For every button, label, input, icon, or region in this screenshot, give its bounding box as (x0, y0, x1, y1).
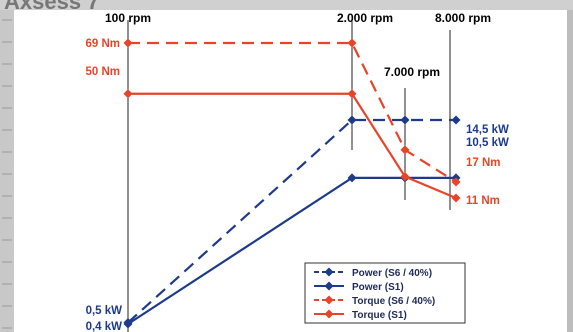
plot-canvas (14, 10, 567, 332)
torque-s1-end-label: 11 Nm (466, 195, 500, 207)
data-point-marker (451, 115, 461, 125)
series-layer (123, 38, 461, 329)
data-point-marker (123, 38, 133, 48)
series-line-power-s1 (127, 176, 456, 325)
rpm-label-8000: 8.000 rpm (435, 11, 491, 25)
power-s6-end-label: 14,5 kW (466, 124, 509, 136)
power-s1-start-label: 0,4 kW (86, 321, 123, 332)
title-strip (0, 0, 573, 10)
legend-swatch-marker (324, 295, 334, 305)
series-line-power-s6 (127, 118, 456, 324)
data-point-marker (451, 177, 461, 187)
data-point-marker (123, 89, 133, 99)
legend: Power (S6 / 40%) Power (S1) Torque (S6 /… (304, 262, 466, 324)
rpm-label-100: 100 rpm (105, 11, 151, 25)
power-s6-start-label: 0,5 kW (86, 305, 123, 317)
data-point-marker (400, 172, 410, 182)
power-s1-end-label: 10,5 kW (466, 137, 509, 149)
data-point-marker (347, 173, 357, 183)
torque-s6-start-label: 69 Nm (85, 38, 120, 50)
data-point-marker (400, 145, 410, 155)
torque-s6-end-label: 17 Nm (466, 157, 501, 169)
legend-swatch-marker (324, 267, 334, 277)
rpm-label-2000: 2.000 rpm (337, 11, 393, 25)
data-point-marker (347, 89, 357, 99)
right-border (567, 10, 573, 332)
left-ruler (0, 10, 14, 332)
legend-entry-torque-s6: Torque (S6 / 40%) (352, 296, 435, 307)
rpm-label-7000: 7.000 rpm (384, 65, 440, 79)
data-point-marker (347, 38, 357, 48)
legend-entry-power-s6: Power (S6 / 40%) (352, 268, 432, 279)
data-point-marker (123, 319, 133, 329)
data-point-marker (347, 115, 357, 125)
data-point-marker (400, 115, 410, 125)
series-line-torque-s1 (128, 92, 457, 200)
legend-swatch-marker (324, 281, 334, 291)
data-point-marker (451, 193, 461, 203)
torque-s1-start-label: 50 Nm (85, 66, 120, 78)
legend-swatch-marker (324, 309, 334, 319)
legend-entry-torque-s1: Torque (S1) (352, 310, 407, 321)
legend-entry-power-s1: Power (S1) (352, 282, 404, 293)
